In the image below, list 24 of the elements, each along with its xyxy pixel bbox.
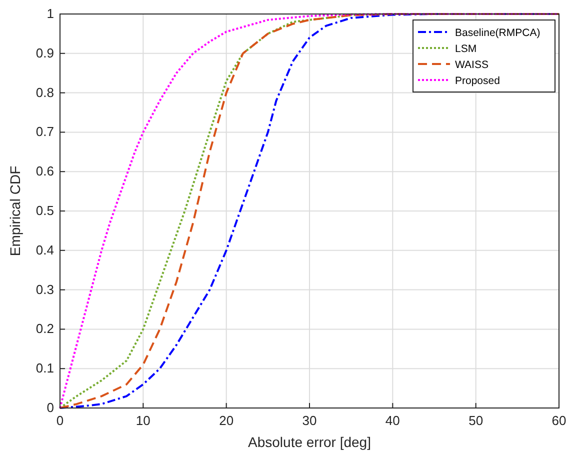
y-tick-label: 0.3 [36, 282, 54, 297]
y-tick-label: 0.6 [36, 164, 54, 179]
legend-label: WAISS [455, 59, 488, 71]
y-tick-label: 0.5 [36, 203, 54, 218]
x-tick-label: 10 [136, 413, 150, 428]
legend-label: Proposed [455, 75, 500, 87]
x-tick-label: 60 [552, 413, 566, 428]
legend-label: Baseline(RMPCA) [455, 27, 540, 39]
y-tick-label: 0.7 [36, 124, 54, 140]
y-tick-label: 0.9 [36, 45, 54, 60]
x-axis-title: Absolute error [deg] [248, 434, 371, 450]
y-tick-label: 0.1 [36, 360, 54, 376]
x-tick-label: 40 [385, 413, 400, 428]
y-tick-label: 0 [46, 400, 54, 415]
x-tick-label: 20 [219, 413, 234, 428]
y-tick-label: 0.4 [36, 242, 54, 258]
legend-label: LSM [455, 43, 477, 55]
x-tick-label: 50 [468, 413, 484, 428]
y-tick-label: 0.2 [36, 321, 54, 336]
y-tick-label: 0.8 [36, 84, 54, 100]
x-tick-label: 0 [56, 413, 64, 428]
y-axis-title: Empirical CDF [7, 166, 23, 256]
x-tick-label: 30 [302, 413, 317, 428]
y-tick-label: 1 [46, 6, 54, 21]
